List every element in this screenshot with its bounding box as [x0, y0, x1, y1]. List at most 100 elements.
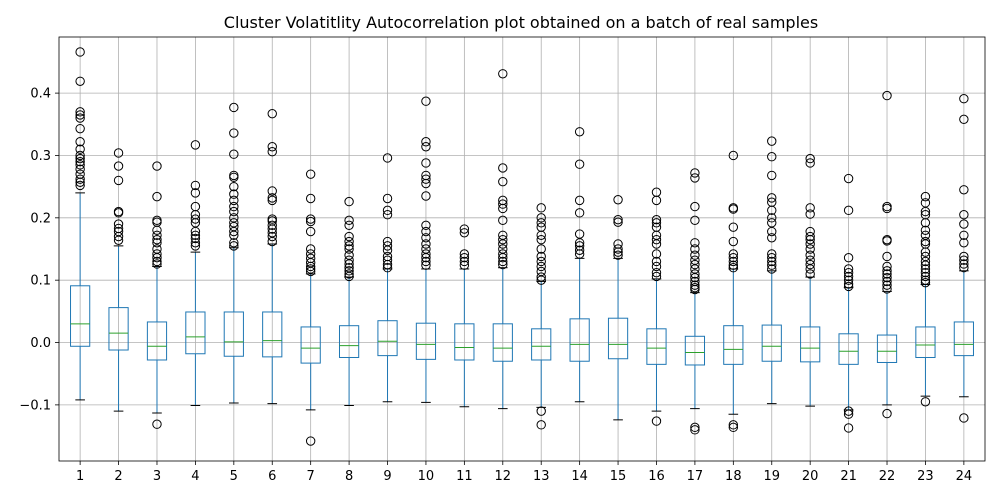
outlier-point — [75, 107, 85, 117]
iqr-box — [185, 311, 206, 355]
outlier-point — [152, 249, 162, 259]
outlier-point — [421, 239, 431, 249]
box-group — [185, 140, 206, 407]
outlier-point — [421, 260, 431, 270]
outlier-point — [190, 140, 201, 150]
outlier-point — [882, 408, 892, 419]
outlier-point — [574, 249, 585, 259]
x-tick-label: 24 — [956, 469, 973, 484]
outlier-point — [113, 175, 124, 186]
outlier-point — [498, 253, 508, 263]
outlier-point — [459, 224, 470, 234]
outlier-point — [728, 422, 739, 433]
iqr-box — [838, 333, 859, 365]
outlier-point — [843, 281, 854, 292]
outlier-point — [305, 244, 316, 254]
outlier-point — [882, 236, 892, 246]
outlier-point — [805, 158, 815, 168]
x-tick-label: 19 — [763, 469, 780, 484]
outlier-point — [305, 193, 316, 204]
x-tick-label: 15 — [610, 469, 627, 484]
outlier-point — [498, 203, 508, 214]
outlier-point — [651, 214, 662, 225]
outlier-point — [767, 193, 777, 203]
outlier-point — [382, 153, 393, 163]
outlier-point — [805, 153, 815, 164]
outlier-point — [382, 193, 393, 204]
x-tick-label: 11 — [456, 469, 473, 484]
outlier-point — [498, 239, 508, 249]
outlier-point — [498, 163, 508, 173]
outlier-point — [690, 272, 700, 283]
outlier-point — [920, 267, 931, 278]
outlier-point — [267, 142, 277, 152]
outlier-point — [574, 127, 585, 137]
outlier-point — [536, 275, 546, 285]
iqr-box — [146, 321, 168, 361]
outlier-point — [536, 272, 546, 282]
x-tick-label: 6 — [268, 469, 276, 484]
outlier-point — [843, 406, 854, 416]
x-tick-label: 14 — [571, 469, 588, 484]
outlier-point — [728, 236, 739, 247]
box-group — [146, 161, 168, 429]
outlier-point — [728, 150, 739, 161]
outlier-point — [267, 224, 277, 234]
outlier-point — [75, 137, 85, 147]
box-group — [800, 153, 821, 407]
outlier-point — [805, 250, 815, 260]
x-tick-label: 8 — [345, 469, 353, 484]
box-group — [723, 150, 744, 433]
outlier-point — [190, 230, 201, 240]
outlier-point — [843, 423, 854, 433]
outlier-point — [728, 249, 739, 259]
outlier-point — [113, 161, 124, 171]
outlier-point — [613, 250, 623, 260]
x-tick-label: 10 — [418, 469, 435, 484]
outlier-point — [767, 226, 777, 237]
outlier-point — [229, 181, 239, 192]
outlier-point — [920, 247, 931, 257]
outlier-point — [920, 275, 931, 285]
outlier-point — [267, 220, 277, 231]
outlier-point — [574, 208, 585, 218]
outlier-point — [882, 280, 892, 290]
outlier-point — [805, 203, 815, 213]
outlier-point — [767, 253, 777, 263]
outlier-point — [421, 249, 431, 259]
outlier-point — [344, 236, 354, 247]
outlier-point — [959, 255, 969, 265]
iqr-box — [262, 311, 283, 358]
outlier-point — [305, 226, 316, 237]
outlier-point — [459, 249, 470, 259]
iqr-box — [338, 325, 360, 358]
outlier-point — [344, 196, 354, 207]
outlier-point — [344, 231, 354, 242]
x-tick-label: 12 — [495, 469, 512, 484]
x-tick-label: 13 — [533, 469, 550, 484]
outlier-point — [767, 170, 777, 181]
outlier-point — [959, 263, 969, 273]
outlier-point — [498, 176, 508, 187]
outlier-point — [229, 238, 239, 248]
box-group — [223, 102, 244, 404]
outlier-point — [882, 203, 892, 214]
outlier-point — [229, 149, 239, 159]
outlier-point — [805, 234, 815, 245]
outlier-point — [690, 173, 700, 183]
box-group — [915, 191, 936, 407]
box-group — [838, 173, 859, 433]
box-group — [415, 96, 437, 403]
outlier-point — [690, 215, 700, 226]
outlier-point — [267, 193, 277, 203]
x-tick-label: 9 — [383, 469, 391, 484]
outlier-point — [421, 256, 431, 267]
outlier-point — [113, 208, 124, 218]
outlier-point — [651, 271, 662, 282]
outlier-point — [690, 238, 700, 248]
outlier-point — [613, 217, 623, 227]
outlier-point — [344, 241, 354, 251]
outlier-point — [690, 425, 700, 435]
outlier-point — [152, 238, 162, 248]
outlier-point — [959, 230, 969, 240]
